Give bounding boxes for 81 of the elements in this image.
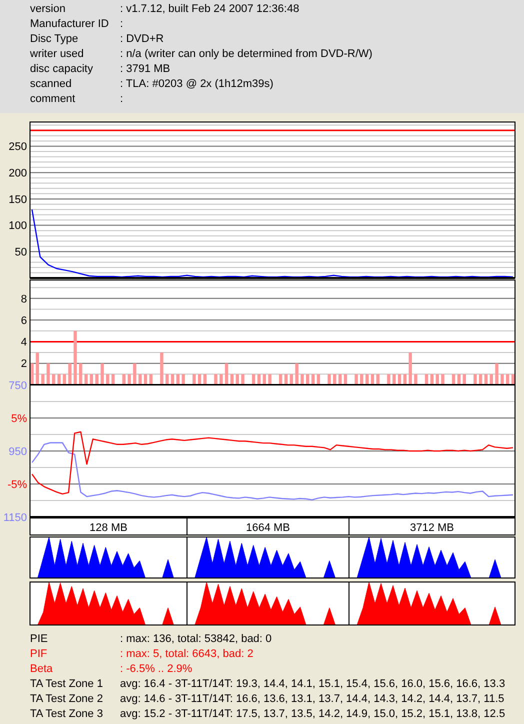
y-tick-label: 250 bbox=[8, 141, 27, 154]
chart-title: 128 MB bbox=[90, 522, 128, 534]
bar bbox=[95, 374, 98, 385]
bar bbox=[441, 374, 444, 385]
text: disc capacity bbox=[30, 63, 94, 75]
text: TA Test Zone 2 bbox=[30, 693, 103, 705]
line-series bbox=[31, 208, 514, 278]
bar bbox=[220, 374, 223, 385]
bar bbox=[436, 374, 439, 385]
y-tick-label: 1150 bbox=[3, 512, 27, 524]
bar bbox=[328, 374, 331, 385]
bar bbox=[268, 374, 272, 385]
y-tick-label: 100 bbox=[8, 220, 27, 232]
text: : -6.5% .. 2.9% bbox=[120, 663, 192, 675]
bar bbox=[408, 352, 412, 385]
bar bbox=[354, 374, 358, 385]
text: Manufacturer ID bbox=[30, 18, 109, 30]
bar bbox=[495, 363, 498, 385]
text: PIE bbox=[30, 633, 48, 645]
text: Beta bbox=[30, 663, 54, 675]
bar bbox=[500, 374, 504, 385]
bar bbox=[41, 374, 44, 385]
text: Disc Type bbox=[30, 33, 78, 45]
text: avg: 15.2 - 3T-11T/14T: 17.5, 13.7, 13.5, 14.2, 14.9, 15.0, 15.2, 15.1, 13.8, 12.5 bbox=[120, 708, 506, 720]
bar bbox=[295, 363, 298, 385]
y-tick-label: 200 bbox=[8, 167, 27, 180]
bar bbox=[46, 363, 50, 385]
text: : v1.7.12, built Feb 24 2007 12:36:48 bbox=[120, 3, 300, 15]
text: : DVD+R bbox=[120, 33, 164, 45]
bar bbox=[68, 363, 72, 385]
bar bbox=[128, 374, 131, 385]
text: TA Test Zone 1 bbox=[30, 678, 103, 690]
bar bbox=[306, 374, 310, 385]
bar bbox=[462, 374, 466, 385]
bar bbox=[214, 374, 218, 385]
bar bbox=[79, 363, 82, 385]
bar bbox=[100, 363, 104, 385]
text: : TLA: #0203 @ 2x (1h12m39s) bbox=[120, 78, 274, 90]
text: : bbox=[120, 18, 124, 30]
text: PIF bbox=[30, 648, 48, 660]
y-tick-label: 50 bbox=[14, 246, 27, 258]
bar bbox=[36, 352, 40, 385]
bar bbox=[414, 374, 418, 385]
text: scanned bbox=[30, 78, 72, 90]
text: avg: 16.4 - 3T-11T/14T: 19.3, 14.4, 14.1, 15.1, 15.4, 15.6, 16.0, 15.6, 16.6, 13.3 bbox=[120, 678, 506, 690]
bar bbox=[182, 374, 185, 385]
chart-title: 1664 MB bbox=[246, 522, 290, 534]
text: writer used bbox=[29, 48, 84, 60]
bar bbox=[300, 374, 304, 385]
bar bbox=[236, 374, 239, 385]
y-tick-label: 8 bbox=[20, 293, 27, 306]
text: : 3791 MB bbox=[120, 63, 170, 75]
y-tick-label: 6 bbox=[20, 314, 27, 327]
text: avg: 14.6 - 3T-11T/14T: 16.6, 13.6, 13.1, 13.7, 14.4, 14.3, 14.2, 14.4, 13.7, 11.5 bbox=[120, 693, 504, 705]
bar bbox=[74, 330, 77, 385]
text: version bbox=[30, 3, 66, 15]
bar bbox=[241, 374, 244, 385]
chart-title: 3712 MB bbox=[410, 522, 454, 534]
y-tick-label: 4 bbox=[20, 336, 27, 349]
bar bbox=[192, 374, 196, 385]
y2-tick-label: 5% bbox=[11, 412, 28, 425]
bar bbox=[333, 374, 336, 385]
bar bbox=[387, 374, 390, 385]
y-tick-label: 750 bbox=[8, 380, 27, 392]
bar bbox=[360, 374, 364, 385]
text: : max: 5, total: 6643, bad: 2 bbox=[120, 648, 254, 660]
text: TA Test Zone 3 bbox=[30, 708, 103, 720]
text: comment bbox=[30, 93, 76, 105]
text: : bbox=[120, 93, 124, 105]
line-series bbox=[31, 442, 514, 500]
y-tick-label: 2 bbox=[20, 358, 27, 370]
line-series bbox=[31, 431, 514, 494]
bar bbox=[133, 363, 136, 385]
bar bbox=[106, 374, 110, 385]
y-tick-label: 150 bbox=[8, 194, 27, 206]
y2-tick-label: -5% bbox=[7, 478, 28, 491]
text: : max: 136, total: 53842, bad: 0 bbox=[120, 633, 272, 645]
text: : n/a (writer can only be determined from DVD-R/W) bbox=[120, 48, 372, 60]
bar bbox=[160, 352, 164, 385]
bar bbox=[474, 374, 477, 385]
y-tick-label: 950 bbox=[8, 446, 27, 458]
